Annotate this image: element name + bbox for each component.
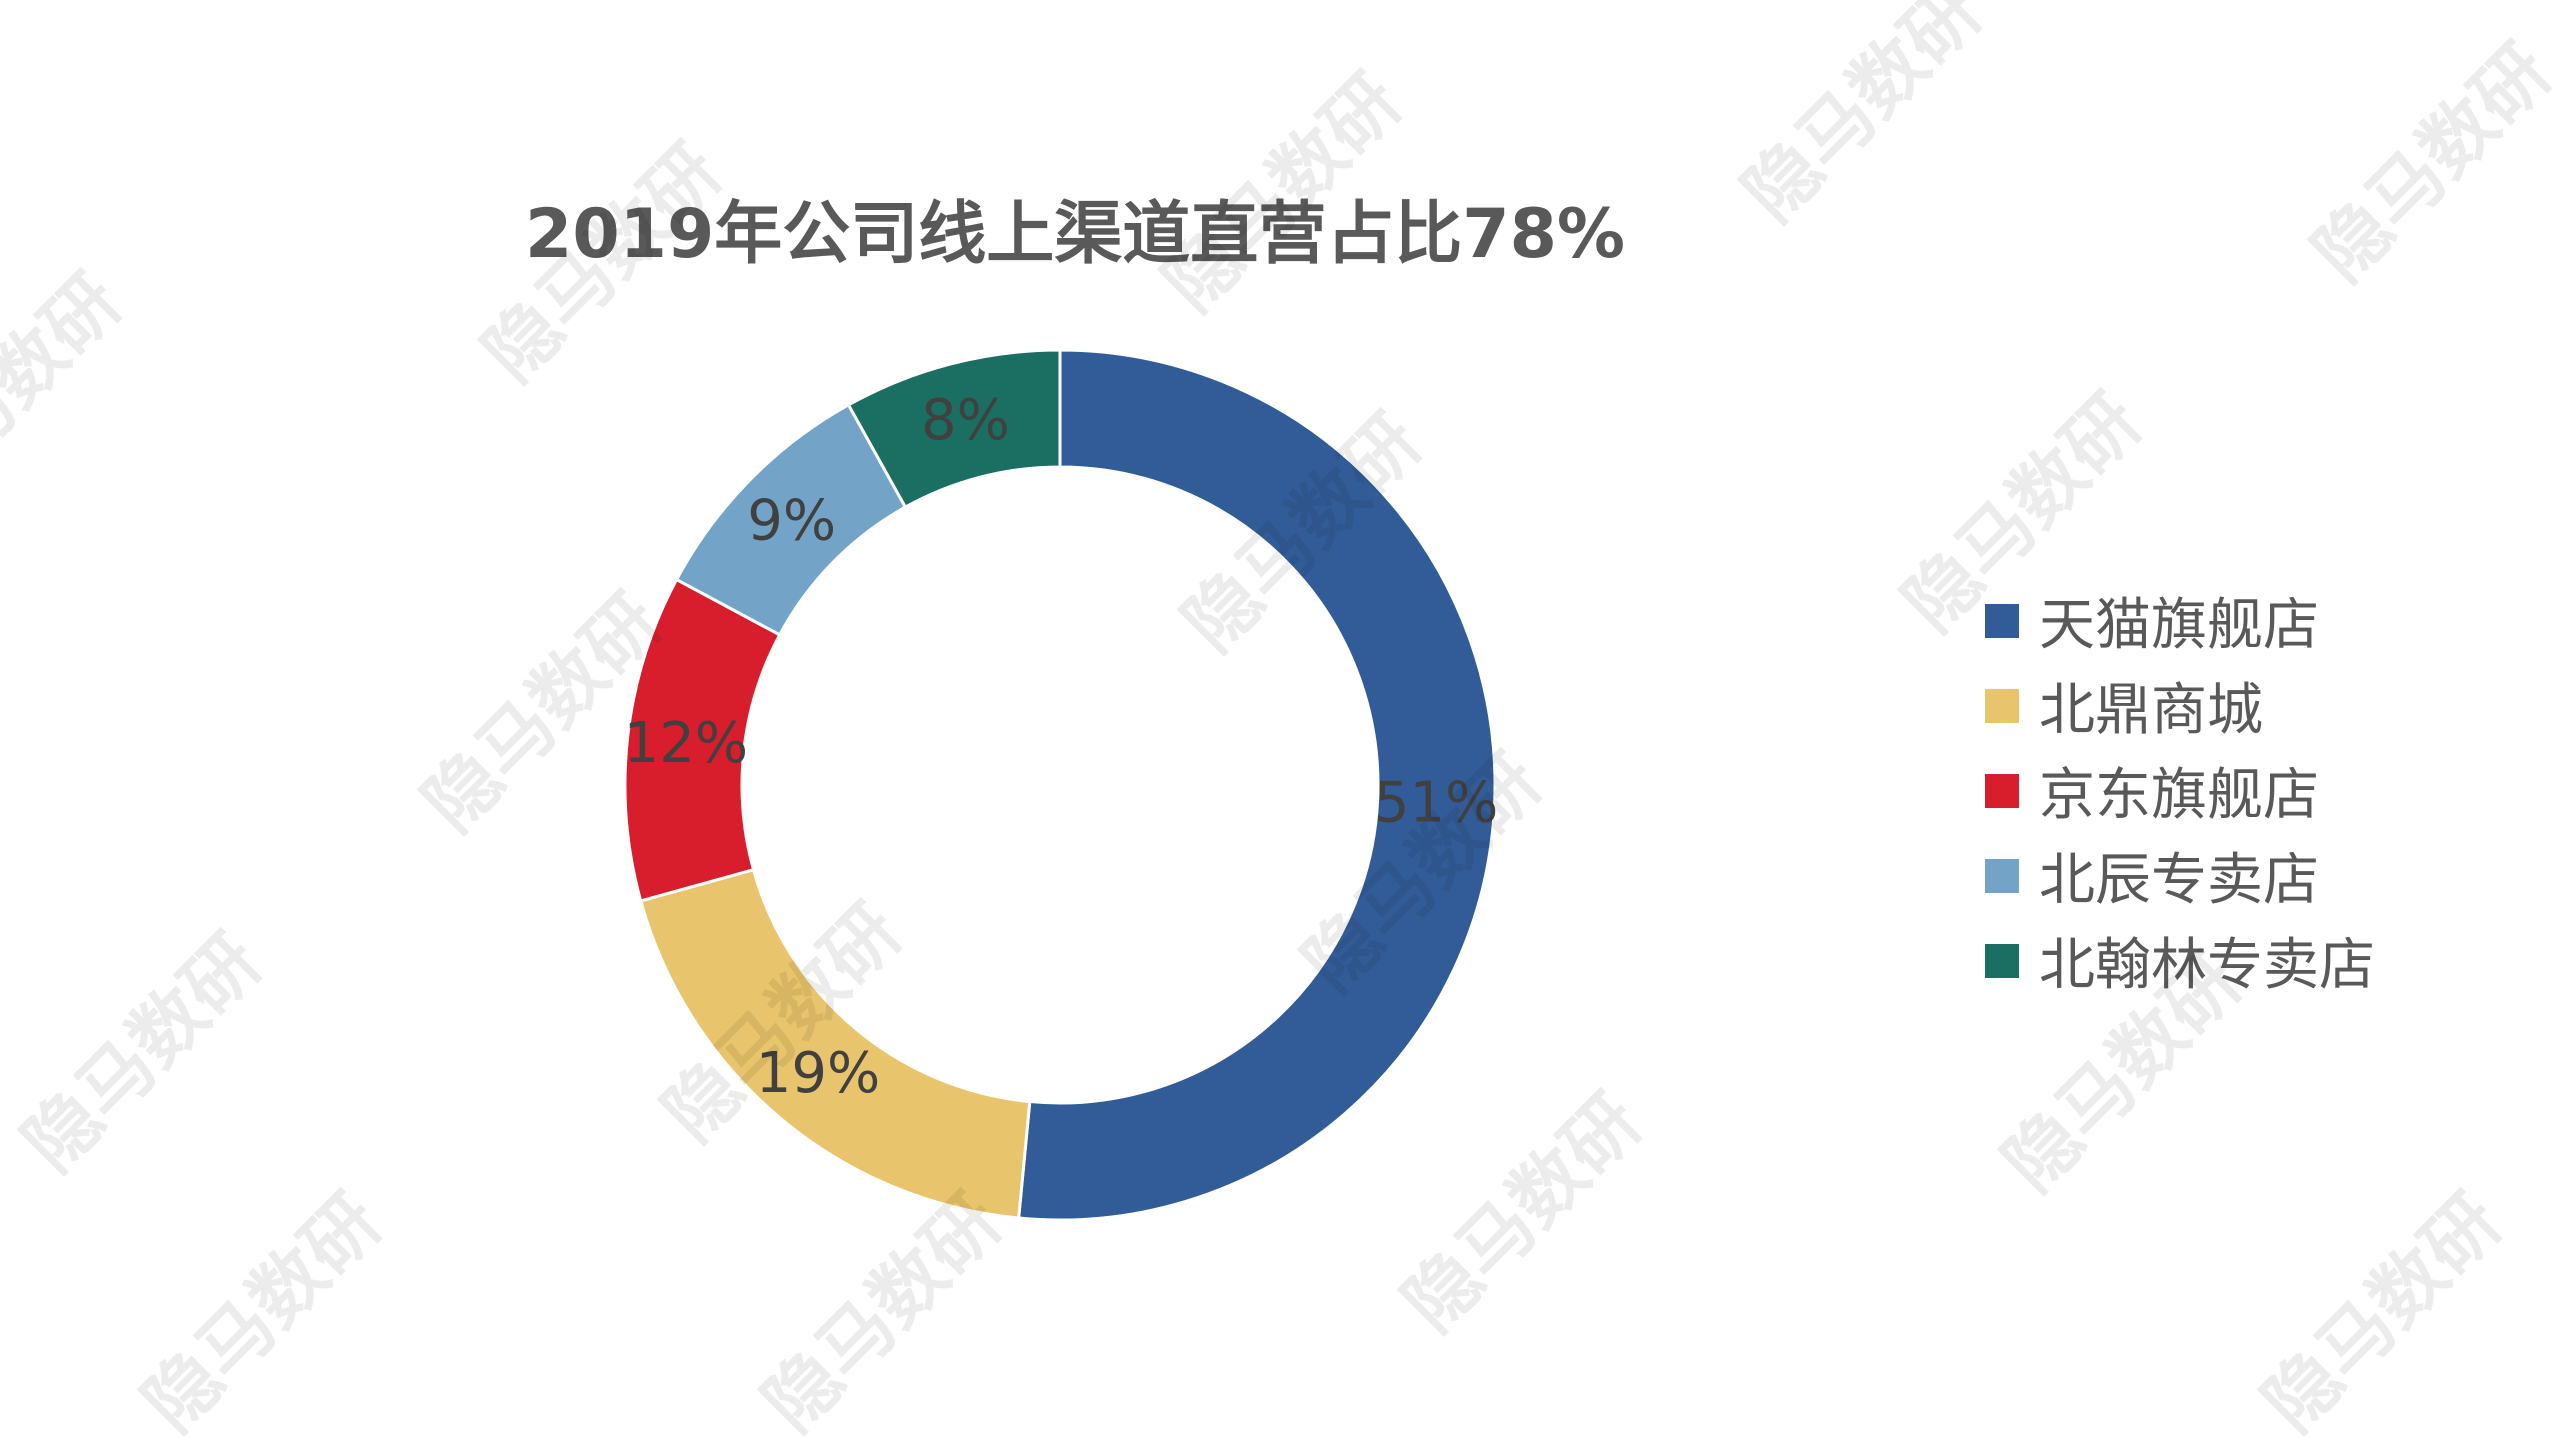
legend: 天猫旗舰店北鼎商城京东旗舰店北辰专卖店北翰林专卖店: [1985, 578, 2375, 1003]
legend-swatch-icon: [1985, 603, 2019, 638]
data-label-4: 9%: [747, 488, 836, 553]
donut-slice-1: [1017, 348, 1497, 1222]
legend-swatch-icon: [1985, 688, 2019, 723]
legend-item-5: 北翰林专卖店: [1985, 918, 2375, 1003]
legend-swatch-icon: [1985, 858, 2019, 893]
data-label-3: 12%: [624, 711, 748, 776]
donut-slices: [623, 348, 1497, 1222]
legend-label: 北辰专卖店: [2039, 848, 2319, 913]
chart-title: 2019年公司线上渠道直营占比78%: [525, 195, 1626, 274]
legend-label: 北鼎商城: [2039, 678, 2263, 743]
data-label-1: 51%: [1374, 770, 1498, 835]
data-label-2: 19%: [756, 1041, 880, 1106]
legend-swatch-icon: [1985, 943, 2019, 978]
legend-label: 京东旗舰店: [2039, 763, 2319, 828]
donut-data-labels: 51% 19% 12% 9% 8%: [624, 388, 1499, 1106]
legend-item-2: 北鼎商城: [1985, 663, 2375, 748]
legend-item-3: 京东旗舰店: [1985, 748, 2375, 833]
legend-label: 北翰林专卖店: [2039, 933, 2375, 998]
donut-slice-2: [638, 867, 1032, 1220]
data-label-5: 8%: [921, 388, 1010, 453]
legend-item-1: 天猫旗舰店: [1985, 578, 2375, 663]
legend-item-4: 北辰专卖店: [1985, 833, 2375, 918]
donut-slice-5: [846, 348, 1062, 510]
legend-label: 天猫旗舰店: [2039, 593, 2319, 658]
legend-swatch-icon: [1985, 773, 2019, 808]
